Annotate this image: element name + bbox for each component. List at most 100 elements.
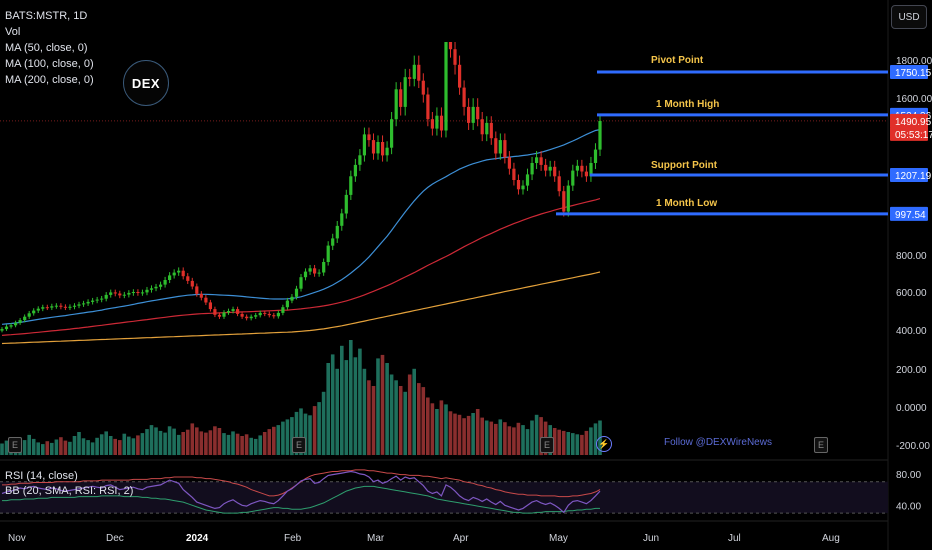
volume-bar [140,433,145,455]
currency-button[interactable]: USD [891,5,927,29]
candle-body [4,326,9,330]
candle-body [258,312,262,316]
candle-body [394,89,398,120]
candle-body [335,225,339,239]
volume-bar [276,425,281,455]
bb-lower-line [2,485,600,514]
price-axis: 1800.00 1600.00 800.00 600.00 400.00 200.00 0.… [890,56,932,512]
earnings-event-icon[interactable]: E [292,437,306,453]
volume-bar [258,435,262,455]
volume-bar [589,427,593,455]
candle-body [41,307,45,309]
candle-body [562,191,566,212]
volume-bar [344,360,349,455]
volume-bar [358,348,362,455]
rsi-line [1,470,601,514]
volume-bar [471,413,475,455]
time-axis: Nov Dec 2024 Feb Mar Apr May Jun Jul Aug [8,533,840,544]
volume-bar [294,411,299,455]
candle-body [23,316,27,321]
candle-body [59,305,63,307]
candle-body [358,155,362,165]
rsi-label[interactable]: RSI (14, close) [5,470,78,482]
volume-bar [530,420,534,455]
pivot-label: Pivot Point [651,55,704,66]
rsi-tick-label: 80.00 [896,470,921,481]
candle-body [82,303,86,305]
bb-label[interactable]: BB (20, SMA, RSI: RSI, 2) [5,485,134,497]
volume-bar [222,433,226,455]
volume-bar [235,433,240,455]
volume-bar [407,374,412,455]
candle-body [525,174,530,186]
price-tick-label: 1600.00 [896,94,932,105]
volume-bar [308,415,312,455]
volume-bar [104,431,108,455]
candle-body [240,313,244,317]
candle-body [181,270,185,277]
price-tag-box [890,64,928,79]
ma200-path [1,271,601,345]
grid-lines [0,0,889,550]
volume-bar [176,434,181,455]
volume-bar [371,386,376,455]
volume-bar [525,429,530,455]
candle-body [190,280,194,287]
dex-logo: DEX [123,60,169,106]
earnings-event-icon[interactable]: E [814,437,828,453]
candle-body [113,292,117,294]
volume-bar [494,423,498,455]
volume-bar [385,363,389,455]
symbol-title[interactable]: BATS:MSTR, 1D [5,10,88,22]
candle-body [435,115,439,129]
candle-body [580,165,584,172]
volume-bar [521,425,525,455]
ma200-label[interactable]: MA (200, close, 0) [5,74,94,86]
candle-body [32,310,36,314]
price-tag-label: 05:53:17 [895,130,932,141]
ma50-label[interactable]: MA (50, close, 0) [5,42,88,54]
volume-bar [163,432,167,455]
volume-bar [27,434,31,455]
candle-body [349,176,353,195]
volume-bar [566,432,571,455]
candle-body [172,272,176,276]
volume-bar [557,429,561,455]
flash-icon[interactable]: ⚡ [596,436,612,452]
price-tag-label: 1490.95 [895,117,932,128]
candle-body [54,305,58,307]
price-tag-label: 1207.19 [895,171,932,182]
volume-bar [503,422,507,455]
candle-body [95,299,99,301]
candle-body [267,313,271,316]
volume-bar [398,386,403,455]
volume-bar [253,438,258,455]
candle-body [544,164,548,171]
price-tag-box [890,126,928,141]
volume-bar [77,432,81,455]
volume-bar [22,440,27,456]
vol-label[interactable]: Vol [5,26,21,38]
candle-body [236,309,240,314]
volume-bar [68,441,72,455]
candle-body [68,306,72,308]
price-candles [0,42,602,333]
volume-bar [426,397,430,455]
earnings-event-icon[interactable]: E [540,437,554,453]
earnings-event-icon[interactable]: E [8,437,22,453]
volume-bar [380,354,385,455]
volume-bar [262,432,267,455]
volume-bar [59,437,63,455]
candle-body [512,168,516,180]
volume-bar [95,437,99,456]
volume-bar [195,427,199,455]
volume-bar [154,427,158,455]
candle-body [131,292,135,293]
candle-body [136,292,140,293]
volume-bar [231,431,235,455]
candle-body [376,142,380,154]
candle-body [127,292,131,295]
follow-text: Follow @DEXWireNews [664,437,772,448]
ma100-label[interactable]: MA (100, close, 0) [5,58,94,70]
